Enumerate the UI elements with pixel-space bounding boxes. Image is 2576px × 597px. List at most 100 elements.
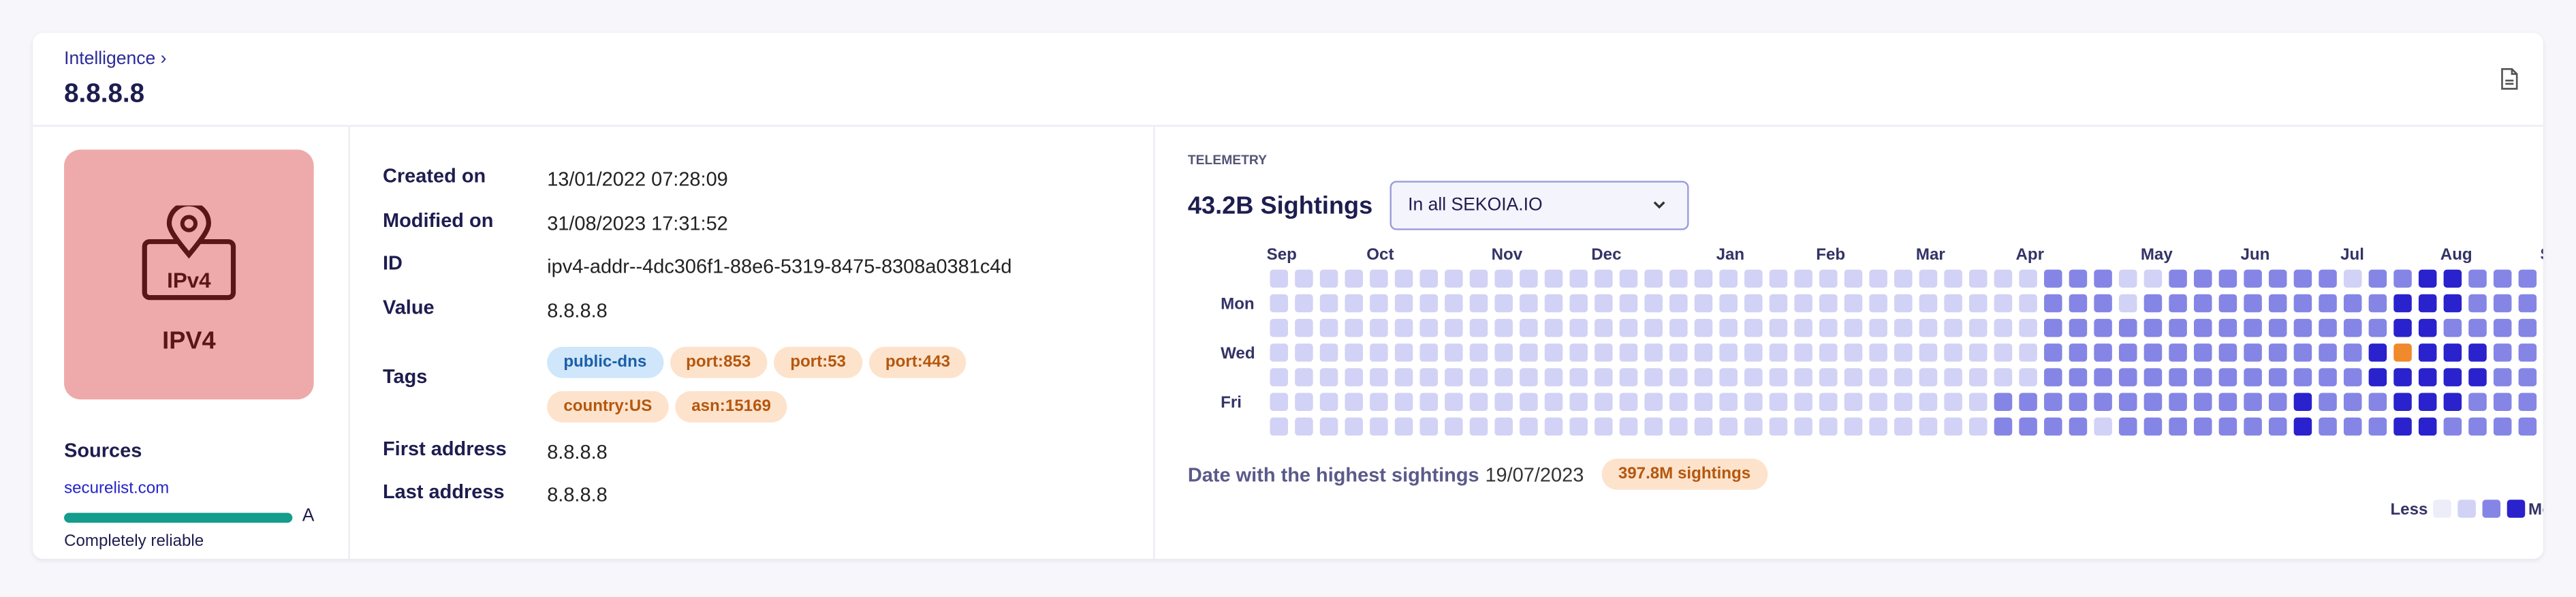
legend-cell	[2482, 500, 2501, 518]
page-title: 8.8.8.8	[64, 80, 145, 109]
tag: port:853	[670, 346, 768, 378]
heat-cell	[2019, 343, 2037, 362]
heat-cell	[2019, 269, 2037, 288]
heat-cell	[1569, 417, 1588, 436]
heat-cell	[2019, 368, 2037, 386]
heat-cell	[2244, 368, 2262, 386]
heat-cell	[2319, 417, 2337, 436]
highest-value: 397.8M sightings	[1601, 458, 1768, 490]
heat-cell	[1595, 294, 1613, 313]
heat-cell	[1345, 318, 1363, 337]
heat-cell	[2319, 393, 2337, 411]
heat-cell	[1644, 318, 1663, 337]
heat-cell	[1469, 343, 1488, 362]
heat-cell	[2368, 417, 2387, 436]
heat-cell	[1844, 294, 1863, 313]
report-icon[interactable]	[2497, 67, 2520, 91]
heat-cell	[1345, 368, 1363, 386]
heat-cell	[2094, 294, 2112, 313]
heat-cell	[2518, 343, 2537, 362]
heat-cell	[1744, 393, 1763, 411]
heat-cell	[1769, 343, 1788, 362]
heat-cell	[1844, 318, 1863, 337]
heat-cell	[1719, 318, 1738, 337]
legend-more: More	[2528, 500, 2543, 519]
heat-cell	[2343, 269, 2362, 288]
source-reliability: Completely reliable	[64, 532, 204, 551]
heat-cell	[2418, 393, 2437, 411]
heat-cell	[2393, 393, 2412, 411]
heat-cell	[1345, 417, 1363, 436]
heat-cell	[2118, 318, 2137, 337]
heat-cell	[2343, 318, 2362, 337]
heat-cell	[2069, 294, 2088, 313]
heat-cell	[1619, 393, 1638, 411]
heat-cell	[2343, 343, 2362, 362]
heat-cell	[1669, 368, 1688, 386]
source-name[interactable]: securelist.com	[64, 480, 170, 498]
heat-cell	[1744, 269, 1763, 288]
heat-cell	[1969, 269, 1988, 288]
heat-cell	[2169, 368, 2187, 386]
heat-cell	[1994, 318, 2013, 337]
heat-cell	[2044, 294, 2062, 313]
heat-cell	[1769, 294, 1788, 313]
heat-cell	[1595, 417, 1613, 436]
heat-cell	[1694, 269, 1713, 288]
heat-cell	[1619, 269, 1638, 288]
heat-cell	[2244, 393, 2262, 411]
heat-cell	[1669, 393, 1688, 411]
heat-cell	[2518, 294, 2537, 313]
card: Intelligence › 8.8.8.8 IPv4 IPV4 Sources…	[33, 33, 2543, 560]
heat-cell	[2418, 368, 2437, 386]
legend-cell	[2457, 500, 2476, 518]
heat-cell	[2094, 343, 2112, 362]
heat-cell	[1969, 368, 1988, 386]
field-label: First address	[382, 437, 507, 461]
heat-cell	[1644, 294, 1663, 313]
heat-cell	[2218, 269, 2237, 288]
heat-cell	[1419, 343, 1438, 362]
heat-cell	[2268, 393, 2287, 411]
heat-cell	[2019, 393, 2037, 411]
heat-cell	[1295, 269, 1313, 288]
breadcrumb[interactable]: Intelligence ›	[64, 49, 167, 70]
heat-cell	[1494, 393, 1513, 411]
heat-cell	[1394, 294, 1413, 313]
heat-cell	[2244, 417, 2262, 436]
heat-cell	[2069, 417, 2088, 436]
breadcrumb-link[interactable]: Intelligence	[64, 49, 156, 70]
sources-title: Sources	[64, 439, 142, 462]
field-label: Created on	[382, 164, 486, 187]
heat-cell	[2118, 269, 2137, 288]
scope-select[interactable]: In all SEKOIA.IO	[1389, 181, 1689, 230]
heat-cell	[2143, 294, 2163, 313]
heat-cell	[2393, 417, 2412, 436]
heat-cell	[2443, 368, 2462, 386]
heat-cell	[1544, 417, 1563, 436]
heat-cell	[1819, 318, 1838, 337]
heat-cell	[2244, 343, 2262, 362]
legend-cell	[2507, 500, 2526, 518]
heat-cell	[1595, 368, 1613, 386]
heat-cell	[1469, 368, 1488, 386]
heat-cell	[1520, 393, 1538, 411]
badge-label: IPV4	[162, 326, 216, 355]
heat-cell	[2293, 318, 2312, 337]
heat-cell	[1445, 343, 1463, 362]
heat-cell	[2293, 417, 2312, 436]
heat-cell	[1595, 318, 1613, 337]
heat-cell	[1370, 393, 1388, 411]
heat-cell	[1270, 318, 1289, 337]
heat-cell	[1345, 269, 1363, 288]
heat-cell	[1744, 294, 1763, 313]
heat-cell	[1769, 417, 1788, 436]
heat-cell	[2468, 318, 2487, 337]
heat-cell	[2468, 417, 2487, 436]
heat-cell	[2019, 417, 2037, 436]
heat-cell	[1445, 393, 1463, 411]
heat-cell	[1794, 393, 1812, 411]
heat-cell	[1719, 269, 1738, 288]
heat-cell	[2218, 294, 2237, 313]
ipv4-icon: IPv4	[142, 205, 236, 301]
